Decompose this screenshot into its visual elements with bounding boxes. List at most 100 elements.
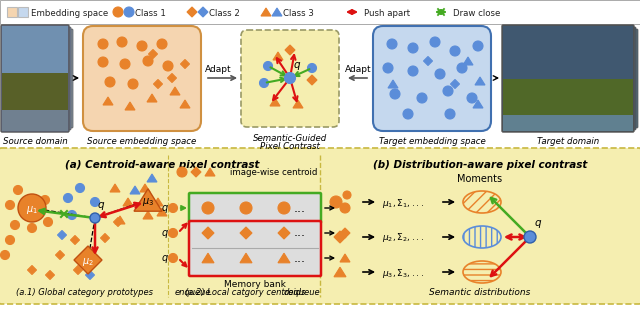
Polygon shape — [473, 100, 483, 108]
Polygon shape — [273, 52, 283, 60]
Text: $\mu_3$: $\mu_3$ — [142, 196, 154, 208]
FancyBboxPatch shape — [502, 25, 634, 132]
Polygon shape — [83, 253, 93, 262]
Polygon shape — [143, 211, 153, 219]
Polygon shape — [475, 77, 485, 85]
Bar — [0, 0, 640, 24]
Polygon shape — [123, 198, 133, 206]
Polygon shape — [130, 186, 140, 194]
Text: Target embedding space: Target embedding space — [379, 137, 485, 146]
Polygon shape — [154, 80, 163, 88]
Text: $\mu_2$: $\mu_2$ — [82, 256, 94, 268]
Circle shape — [124, 7, 134, 17]
Polygon shape — [278, 253, 290, 263]
Circle shape — [450, 46, 460, 56]
Polygon shape — [388, 80, 398, 88]
Polygon shape — [153, 198, 163, 206]
Text: image-wise centroid: image-wise centroid — [230, 168, 317, 177]
Polygon shape — [74, 266, 83, 274]
Circle shape — [259, 79, 269, 87]
Circle shape — [90, 213, 100, 223]
Polygon shape — [451, 80, 460, 88]
Circle shape — [408, 66, 418, 76]
Circle shape — [120, 59, 130, 69]
Polygon shape — [45, 271, 54, 280]
Polygon shape — [240, 227, 252, 239]
FancyBboxPatch shape — [373, 26, 491, 131]
FancyBboxPatch shape — [5, 29, 73, 128]
Text: Class 3: Class 3 — [283, 9, 314, 17]
Text: q: q — [162, 253, 168, 263]
Polygon shape — [340, 254, 350, 262]
Polygon shape — [202, 253, 214, 263]
Circle shape — [157, 39, 167, 49]
FancyBboxPatch shape — [1, 25, 69, 132]
Polygon shape — [100, 233, 109, 243]
Polygon shape — [272, 8, 282, 16]
Text: Semantic-Guided: Semantic-Guided — [253, 134, 327, 143]
Polygon shape — [134, 189, 162, 211]
Circle shape — [278, 202, 290, 214]
Polygon shape — [125, 102, 135, 110]
Circle shape — [168, 229, 177, 238]
Polygon shape — [180, 100, 190, 108]
Circle shape — [343, 191, 351, 199]
FancyBboxPatch shape — [504, 27, 636, 130]
Text: q: q — [535, 218, 541, 228]
Polygon shape — [170, 87, 180, 95]
Circle shape — [128, 79, 138, 89]
Circle shape — [63, 193, 72, 203]
Bar — [2, 110, 68, 131]
Text: Moments: Moments — [458, 174, 502, 184]
Circle shape — [13, 185, 22, 195]
Circle shape — [10, 220, 19, 230]
Circle shape — [177, 167, 187, 177]
Polygon shape — [187, 7, 197, 17]
Text: dequeue: dequeue — [284, 288, 320, 297]
Polygon shape — [74, 246, 102, 274]
Polygon shape — [270, 98, 280, 106]
Circle shape — [387, 39, 397, 49]
Polygon shape — [28, 266, 36, 274]
Circle shape — [168, 204, 177, 212]
Polygon shape — [115, 216, 125, 224]
Circle shape — [76, 183, 84, 192]
Text: (b) Distribution-aware pixel contrast: (b) Distribution-aware pixel contrast — [373, 160, 587, 170]
Text: Pixel Contrast: Pixel Contrast — [260, 142, 320, 151]
Text: ...: ... — [294, 202, 306, 215]
Circle shape — [340, 203, 350, 213]
Circle shape — [6, 201, 15, 210]
Circle shape — [417, 93, 427, 103]
Circle shape — [467, 93, 477, 103]
Polygon shape — [278, 227, 290, 239]
Text: $\mu_1$: $\mu_1$ — [26, 204, 38, 216]
FancyBboxPatch shape — [506, 29, 638, 128]
Polygon shape — [285, 45, 295, 55]
Circle shape — [285, 73, 296, 84]
Circle shape — [1, 251, 10, 259]
Polygon shape — [424, 57, 433, 66]
Text: (a) Centroid-aware pixel contrast: (a) Centroid-aware pixel contrast — [65, 160, 259, 170]
Bar — [2, 26, 68, 73]
Bar — [2, 73, 68, 110]
Polygon shape — [110, 184, 120, 192]
Circle shape — [168, 253, 177, 262]
Circle shape — [163, 61, 173, 71]
Text: ...: ... — [294, 252, 306, 265]
Circle shape — [383, 63, 393, 73]
Circle shape — [113, 7, 123, 17]
Circle shape — [90, 197, 99, 206]
Polygon shape — [157, 208, 167, 216]
Text: (a.2) Local catgory centroids: (a.2) Local catgory centroids — [185, 288, 305, 297]
FancyBboxPatch shape — [3, 27, 71, 130]
Circle shape — [117, 37, 127, 47]
FancyBboxPatch shape — [189, 193, 321, 223]
Polygon shape — [147, 174, 157, 182]
Polygon shape — [334, 267, 346, 277]
Circle shape — [143, 56, 153, 66]
Circle shape — [430, 37, 440, 47]
Polygon shape — [58, 231, 67, 239]
Polygon shape — [334, 231, 346, 243]
Polygon shape — [340, 228, 350, 238]
Circle shape — [240, 202, 252, 214]
